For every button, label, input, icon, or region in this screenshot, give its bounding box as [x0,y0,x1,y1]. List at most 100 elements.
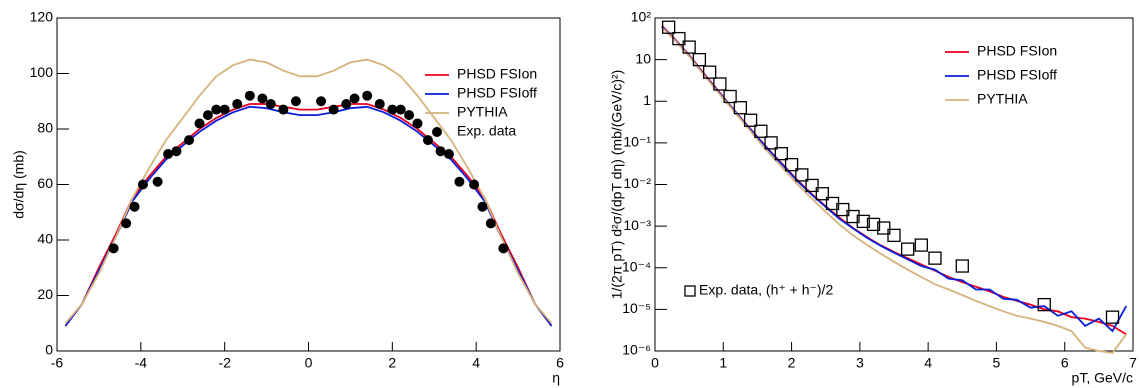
data-point [1037,297,1051,312]
data-point [866,217,881,232]
data-point [108,243,119,254]
y-tick-label: 10⁻¹ [623,134,651,150]
x-axis-label: pT, GeV/c [1072,370,1133,386]
data-point [877,221,891,235]
legend-swatch [684,285,696,297]
data-point [846,209,860,224]
data-point [723,89,737,104]
data-point [702,65,717,79]
x-tick-label: 0 [305,355,313,371]
y-tick-label: 60 [37,175,53,191]
x-tick-label: 4 [924,355,932,371]
data-point [469,179,480,190]
y-tick-label: 10⁻⁵ [622,300,651,316]
data-point [404,110,415,121]
data-point [152,176,163,187]
legend-label: PHSD FSIoff [977,67,1057,83]
data-point [1105,310,1120,324]
y-tick-label: 10⁻⁶ [622,342,651,358]
data-point [362,90,373,101]
y-tick-label: 120 [30,9,54,25]
data-point [232,99,243,110]
data-point [784,157,799,172]
legend-label: PYTHIA [977,91,1028,107]
plot-frame [654,17,1134,352]
x-tick-label: -2 [218,355,231,371]
data-point [163,148,174,159]
data-point [682,40,696,54]
data-point [795,168,809,182]
data-point [454,176,465,187]
data-point [733,101,748,115]
y-tick-label: 10⁻⁴ [622,258,651,274]
data-point [374,99,385,110]
y-tick-label: 20 [37,286,53,302]
data-point [341,99,352,110]
data-point [265,99,276,110]
data-point [349,93,360,104]
data-point [257,93,268,104]
data-point [662,20,676,34]
legend-label: PYTHIA [457,104,508,120]
data-point [395,104,406,115]
series-line [64,58,553,324]
data-point [743,113,758,127]
legend-swatch [432,127,442,137]
data-point [485,218,496,229]
y-tick-label: 1 [643,92,651,108]
data-point [672,31,686,46]
data-point [692,52,707,67]
series-line [64,103,553,327]
data-point [328,104,339,115]
data-point [443,148,454,159]
data-point [477,201,488,212]
data-point [764,136,778,150]
legend-label: PHSD FSIoff [457,85,537,101]
data-point [836,202,850,217]
x-tick-label: 2 [388,355,396,371]
data-point [422,135,433,146]
x-tick-label: 6 [1061,355,1069,371]
legend-label: Exp. data, (h⁺ + h⁻)/2 [699,282,833,298]
x-tick-label: -4 [135,355,148,371]
y-axis-label: dσ/dη (mb) [11,150,27,219]
data-point [901,242,915,256]
data-point [171,146,182,157]
x-tick-label: 4 [472,355,480,371]
y-tick-label: 80 [37,120,53,136]
legend-label: Exp. data [457,123,516,139]
data-point [914,238,928,252]
y-tick-label: 10⁻³ [623,217,651,233]
data-point [887,228,901,243]
data-point [713,77,727,91]
data-point [815,187,829,201]
x-tick-label: 1 [719,355,727,371]
plot-frame [56,17,561,352]
data-point [194,118,205,129]
data-point [955,259,969,273]
x-tick-label: 3 [856,355,864,371]
data-point [387,104,398,115]
data-point [316,96,327,107]
y-tick-label: 10² [631,9,652,25]
data-point [774,147,788,161]
y-axis-label: 1/(2π pT) d²σ/(dpT dη) (mb/(GeV/c)²) [609,70,625,300]
x-tick-label: 5 [993,355,1001,371]
x-tick-label: 6 [556,355,564,371]
data-point [412,118,423,129]
data-point [184,135,195,146]
y-tick-label: 40 [37,231,53,247]
y-tick-label: 10 [635,50,651,66]
data-point [137,179,148,190]
y-tick-label: 0 [45,342,53,358]
data-point [129,201,140,212]
data-point [754,124,768,138]
legend-label: PHSD FSIon [457,66,537,82]
series-line [661,26,1127,354]
data-point [278,104,289,115]
x-tick-label: 7 [1129,355,1137,371]
data-point [805,178,819,193]
x-axis-label: η [552,370,560,386]
data-point [202,110,213,121]
